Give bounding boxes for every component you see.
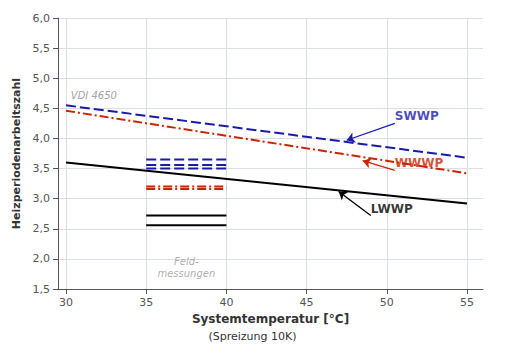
svg-text:1,5: 1,5 bbox=[33, 283, 51, 296]
svg-text:5,5: 5,5 bbox=[33, 42, 51, 55]
svg-text:SWWP: SWWP bbox=[395, 109, 439, 123]
svg-text:Heizperiodenarbeitszahl: Heizperiodenarbeitszahl bbox=[10, 78, 23, 229]
svg-text:Feld-: Feld- bbox=[174, 256, 199, 267]
svg-text:30: 30 bbox=[59, 296, 73, 309]
svg-text:50: 50 bbox=[380, 296, 394, 309]
svg-text:messungen: messungen bbox=[157, 268, 215, 279]
svg-text:2,0: 2,0 bbox=[33, 252, 51, 265]
svg-text:5,0: 5,0 bbox=[33, 72, 51, 85]
svg-text:4,5: 4,5 bbox=[33, 102, 51, 115]
svg-text:2,5: 2,5 bbox=[33, 222, 51, 235]
svg-text:6,0: 6,0 bbox=[33, 12, 51, 25]
svg-text:3,0: 3,0 bbox=[33, 192, 51, 205]
svg-text:(Spreizung 10K): (Spreizung 10K) bbox=[208, 330, 296, 343]
svg-text:4,0: 4,0 bbox=[33, 132, 51, 145]
svg-text:40: 40 bbox=[219, 296, 233, 309]
svg-text:WWWP: WWWP bbox=[395, 156, 444, 170]
svg-text:Systemtemperatur [°C]: Systemtemperatur [°C] bbox=[192, 312, 349, 326]
svg-text:LWWP: LWWP bbox=[371, 202, 413, 216]
svg-text:VDI 4650: VDI 4650 bbox=[71, 90, 117, 101]
svg-text:3,5: 3,5 bbox=[33, 162, 51, 175]
svg-text:35: 35 bbox=[139, 296, 153, 309]
svg-text:55: 55 bbox=[460, 296, 474, 309]
svg-text:45: 45 bbox=[300, 296, 314, 309]
